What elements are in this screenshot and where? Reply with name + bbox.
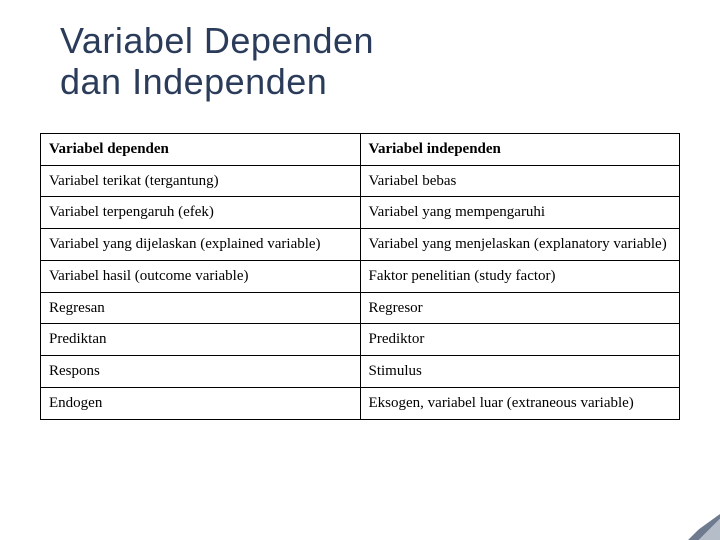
- cell: Variabel bebas: [360, 165, 680, 197]
- title-line-1: Variabel Dependen: [60, 20, 374, 61]
- table-row: Prediktan Prediktor: [41, 324, 680, 356]
- cell: Prediktan: [41, 324, 361, 356]
- cell: Faktor penelitian (study factor): [360, 260, 680, 292]
- cell-text: Variabel yang dijelaskan (explained vari…: [49, 235, 352, 254]
- cell: Variabel terpengaruh (efek): [41, 197, 361, 229]
- table-row: Respons Stimulus: [41, 356, 680, 388]
- header-col2: Variabel independen: [360, 133, 680, 165]
- table-row: Variabel yang dijelaskan (explained vari…: [41, 229, 680, 261]
- cell: Variabel yang menjelaskan (explanatory v…: [360, 229, 680, 261]
- cell: Respons: [41, 356, 361, 388]
- cell: Variabel yang mempengaruhi: [360, 197, 680, 229]
- variables-table: Variabel dependen Variabel independen Va…: [40, 133, 680, 420]
- cell: Endogen: [41, 387, 361, 419]
- table-row: Variabel terpengaruh (efek) Variabel yan…: [41, 197, 680, 229]
- table-row: Endogen Eksogen, variabel luar (extraneo…: [41, 387, 680, 419]
- header-col1: Variabel dependen: [41, 133, 361, 165]
- cell: Stimulus: [360, 356, 680, 388]
- table-row: Variabel hasil (outcome variable) Faktor…: [41, 260, 680, 292]
- slide: Variabel Dependen dan Independen Variabe…: [0, 0, 720, 540]
- table-row: Variabel terikat (tergantung) Variabel b…: [41, 165, 680, 197]
- cell: Variabel hasil (outcome variable): [41, 260, 361, 292]
- cell: Regresan: [41, 292, 361, 324]
- table-row: Regresan Regresor: [41, 292, 680, 324]
- cell-text: Eksogen, variabel luar (extraneous varia…: [369, 394, 672, 413]
- cell: Regresor: [360, 292, 680, 324]
- cell: Variabel yang dijelaskan (explained vari…: [41, 229, 361, 261]
- cell: Variabel terikat (tergantung): [41, 165, 361, 197]
- cell-text: Variabel yang menjelaskan (explanatory v…: [369, 235, 672, 254]
- slide-title: Variabel Dependen dan Independen: [60, 20, 680, 103]
- title-line-2: dan Independen: [60, 61, 327, 102]
- table-header-row: Variabel dependen Variabel independen: [41, 133, 680, 165]
- cell: Prediktor: [360, 324, 680, 356]
- cell: Eksogen, variabel luar (extraneous varia…: [360, 387, 680, 419]
